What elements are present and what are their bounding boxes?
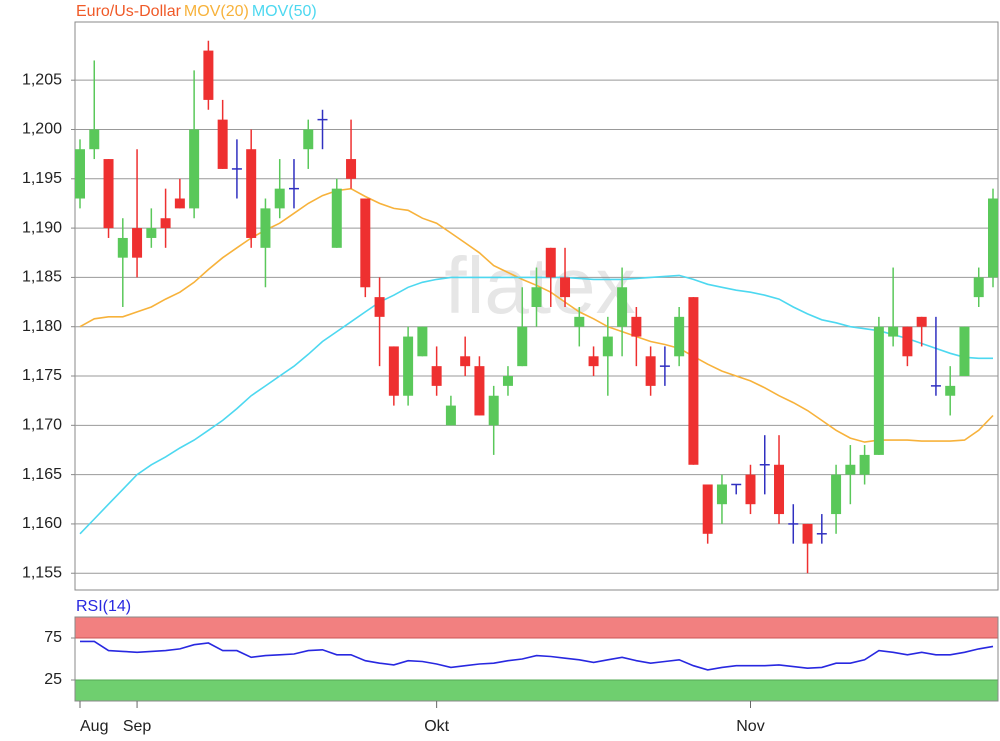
candle-body bbox=[460, 356, 471, 367]
candle-body bbox=[873, 326, 884, 455]
legend-entry: Euro/Us-Dollar bbox=[76, 3, 182, 20]
candle-body bbox=[859, 454, 870, 475]
candle-body bbox=[831, 474, 842, 515]
candle-body bbox=[560, 277, 571, 298]
candle-body bbox=[488, 395, 499, 426]
candle-body bbox=[716, 484, 727, 505]
candle-body bbox=[702, 484, 713, 534]
candle-body bbox=[531, 287, 542, 307]
candle-body bbox=[403, 336, 414, 396]
x-tick-label: Sep bbox=[123, 718, 152, 735]
y-tick-label: 1,165 bbox=[22, 466, 62, 483]
y-tick-label: 75 bbox=[44, 629, 62, 646]
y-tick-label: 1,205 bbox=[22, 71, 62, 88]
y-tick-label: 1,190 bbox=[22, 219, 62, 236]
candle-body bbox=[174, 198, 185, 209]
candle-body bbox=[973, 277, 984, 298]
candle-body bbox=[89, 129, 100, 150]
candle-body bbox=[274, 188, 285, 209]
candle-body bbox=[802, 523, 813, 544]
candle-body bbox=[959, 326, 970, 377]
candle-body bbox=[160, 218, 171, 229]
y-tick-label: 1,195 bbox=[22, 170, 62, 187]
candle-body bbox=[645, 356, 656, 386]
y-tick-label: 1,185 bbox=[22, 269, 62, 286]
candle-body bbox=[246, 149, 257, 238]
candle-body bbox=[588, 356, 599, 367]
candle-body bbox=[75, 149, 85, 199]
candle-body bbox=[146, 228, 157, 238]
candle-body bbox=[103, 159, 114, 229]
candle-body bbox=[388, 346, 399, 396]
y-tick-label: 1,170 bbox=[22, 417, 62, 434]
candle-body bbox=[888, 326, 899, 337]
candle-body bbox=[217, 119, 228, 169]
candle-body bbox=[631, 316, 642, 337]
panel-label: RSI(14) bbox=[76, 598, 131, 615]
y-tick-label: 25 bbox=[44, 671, 62, 688]
x-tick-label: Aug bbox=[80, 718, 108, 735]
candle-body bbox=[502, 376, 513, 386]
legend-entry: MOV(50) bbox=[252, 3, 317, 20]
candle-body bbox=[617, 287, 628, 327]
candle-body bbox=[303, 129, 314, 150]
candle-body bbox=[988, 198, 998, 278]
y-tick-label: 1,180 bbox=[22, 318, 62, 335]
candle-body bbox=[902, 326, 913, 357]
candle-body bbox=[189, 129, 200, 209]
y-tick-label: 1,200 bbox=[22, 121, 62, 138]
candle-body bbox=[945, 385, 956, 396]
legend-entry: MOV(20) bbox=[184, 3, 249, 20]
candle-body bbox=[203, 50, 214, 100]
x-tick-label: Okt bbox=[424, 718, 449, 735]
candle-body bbox=[845, 464, 856, 475]
overbought-band bbox=[74, 616, 999, 639]
y-tick-label: 1,160 bbox=[22, 515, 62, 532]
candle-body bbox=[674, 316, 685, 357]
candle-body bbox=[445, 405, 456, 426]
candle-body bbox=[688, 297, 699, 465]
candle-body bbox=[417, 326, 428, 357]
candle-body bbox=[545, 247, 556, 278]
candle-body bbox=[916, 316, 927, 327]
candle-body bbox=[132, 228, 143, 258]
candle-body bbox=[360, 198, 371, 288]
candle-body bbox=[431, 366, 442, 386]
candle-body bbox=[117, 237, 128, 258]
oversold-band bbox=[74, 679, 999, 702]
candle-body bbox=[331, 188, 342, 248]
candle-body bbox=[774, 464, 785, 515]
candle-body bbox=[517, 326, 528, 367]
candle-body bbox=[346, 159, 357, 179]
candle-body bbox=[374, 297, 385, 317]
rsi-line bbox=[80, 640, 994, 671]
candle-body bbox=[574, 316, 585, 327]
candle-body bbox=[745, 474, 756, 505]
candle-body bbox=[602, 336, 613, 357]
candle-body bbox=[260, 208, 271, 248]
watermark: flatex bbox=[444, 241, 635, 330]
y-tick-label: 1,175 bbox=[22, 367, 62, 384]
y-tick-label: 1,155 bbox=[22, 564, 62, 581]
candle-body bbox=[474, 366, 485, 416]
x-tick-label: Nov bbox=[736, 718, 764, 735]
rsi-frame bbox=[74, 616, 999, 702]
